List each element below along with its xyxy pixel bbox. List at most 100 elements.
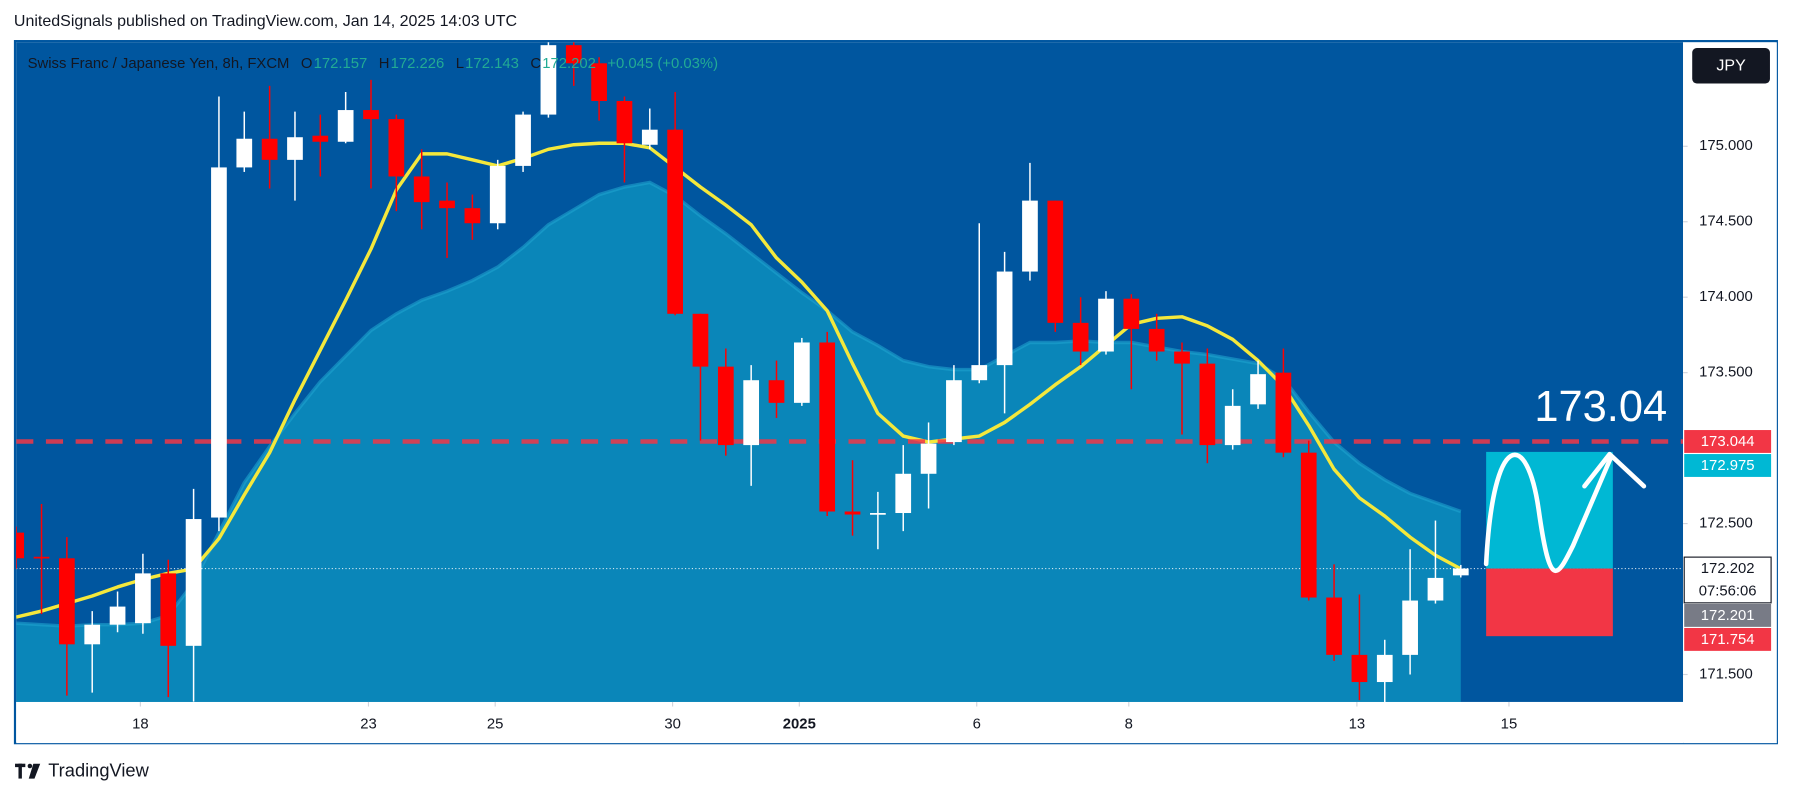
logo-part (27, 763, 33, 769)
axes-layer: 175.000 174.500 174.000 173.500 172.500 171.5… (132, 138, 1772, 733)
time-axis (16, 701, 1684, 744)
ohlc-value: 172.143 (465, 56, 519, 72)
candle-body (717, 366, 734, 446)
candle-body (1275, 372, 1292, 453)
x-tick-label: 15 (1501, 717, 1518, 733)
x-tick-label: 13 (1349, 717, 1366, 733)
candle-body (1300, 452, 1317, 598)
candle-body (667, 129, 683, 314)
tradingview-logo (15, 763, 41, 779)
symbol-title: Swiss Franc / Japanese Yen, 8h, FXCM (28, 56, 290, 72)
ohlc-key: L (456, 56, 464, 72)
logo-part (18, 763, 22, 779)
x-tick-label: 6 (973, 717, 981, 733)
candle-body (920, 443, 937, 474)
price-label-box (1684, 430, 1772, 453)
candle-body (1402, 600, 1418, 655)
ohlc-legend: Swiss Franc / Japanese Yen, 8h, FXCM O 172… (28, 56, 718, 72)
candle-body (996, 271, 1013, 366)
x-tick-label: 23 (360, 717, 377, 733)
wave-arrow (1483, 452, 1613, 573)
candle-body (211, 167, 227, 518)
x-tick-label: 2025 (783, 717, 816, 733)
price-label: 172.201 (1701, 608, 1755, 624)
candle-body (844, 511, 861, 515)
candle-body (1326, 597, 1342, 655)
candle-body (540, 45, 557, 115)
candle-body (464, 208, 481, 224)
candle-body (109, 606, 126, 625)
price-label-box (1684, 603, 1772, 627)
y-tick-label: 171.500 (1699, 666, 1753, 682)
candle-body (33, 556, 50, 559)
currency-label: JPY (1716, 58, 1746, 75)
countdown-label: 07:56:06 (1699, 583, 1757, 599)
candle-body (388, 119, 405, 177)
ohlc-key: H (379, 56, 390, 72)
candle-body (236, 138, 253, 168)
y-tick-label: 174.500 (1699, 214, 1753, 230)
price-label: 171.754 (1701, 632, 1755, 648)
candle-body (160, 573, 177, 646)
candle-body (84, 624, 101, 645)
y-tick-label: 172.500 (1699, 516, 1753, 532)
ohlc-key: O (301, 56, 313, 72)
price-label: 172.202 (1701, 561, 1755, 577)
ma-line (16, 141, 1462, 619)
candle-body (261, 138, 278, 160)
candle-body (135, 573, 151, 624)
annotation: 173.04 (1534, 383, 1667, 431)
y-tick-label: 174.000 (1699, 289, 1753, 305)
candle-body (1452, 568, 1469, 576)
candle-body (1351, 654, 1368, 683)
candle-body (185, 519, 202, 646)
candle-body (591, 63, 607, 102)
candle-body (946, 380, 962, 443)
candle-body (1022, 200, 1038, 272)
x-tick-label: 25 (487, 717, 504, 733)
candle-body (1098, 298, 1114, 352)
plot-layer (16, 42, 1684, 702)
price-label: 172.975 (1701, 458, 1755, 474)
candle-body (489, 165, 506, 224)
candle-body (743, 380, 760, 446)
candle-body (337, 110, 354, 142)
candle-body (1148, 328, 1165, 352)
candle-body (895, 473, 912, 514)
candle-body (1072, 322, 1089, 352)
position-stop (1486, 568, 1613, 637)
candle-body (59, 558, 75, 645)
candle-body (641, 129, 658, 145)
ohlc-key: C (530, 56, 541, 72)
candle-body (1224, 405, 1241, 446)
candle-body (692, 313, 709, 367)
currency-button[interactable] (1692, 48, 1770, 84)
y-tick-label: 175.000 (1699, 138, 1753, 154)
candle-body (1199, 363, 1216, 446)
candle-body (1376, 654, 1393, 683)
ohlc-value: 172.202 (542, 56, 596, 72)
candle-body (1250, 374, 1266, 405)
price-label-box (1684, 454, 1772, 477)
logo-part (28, 763, 41, 779)
candle-body (1047, 200, 1064, 323)
x-tick-label: 30 (664, 717, 681, 733)
candle-body (287, 137, 303, 160)
footer-brand: TradingView (48, 760, 149, 781)
x-tick-label: 8 (1125, 717, 1133, 733)
candle-body (870, 513, 886, 515)
candle-body (565, 45, 582, 64)
candle-body (971, 365, 988, 381)
candle-body (793, 342, 810, 403)
publish-header: UnitedSignals published on TradingView.c… (14, 13, 517, 30)
candle-body (312, 135, 329, 142)
candle-body (819, 342, 836, 512)
candle-body (768, 380, 785, 403)
candle-body (1427, 577, 1444, 601)
position-target (1486, 451, 1613, 569)
y-tick-label: 173.500 (1699, 365, 1753, 381)
candle-body (16, 532, 25, 559)
price-label-box (1683, 556, 1772, 604)
candle-body (1123, 298, 1140, 329)
